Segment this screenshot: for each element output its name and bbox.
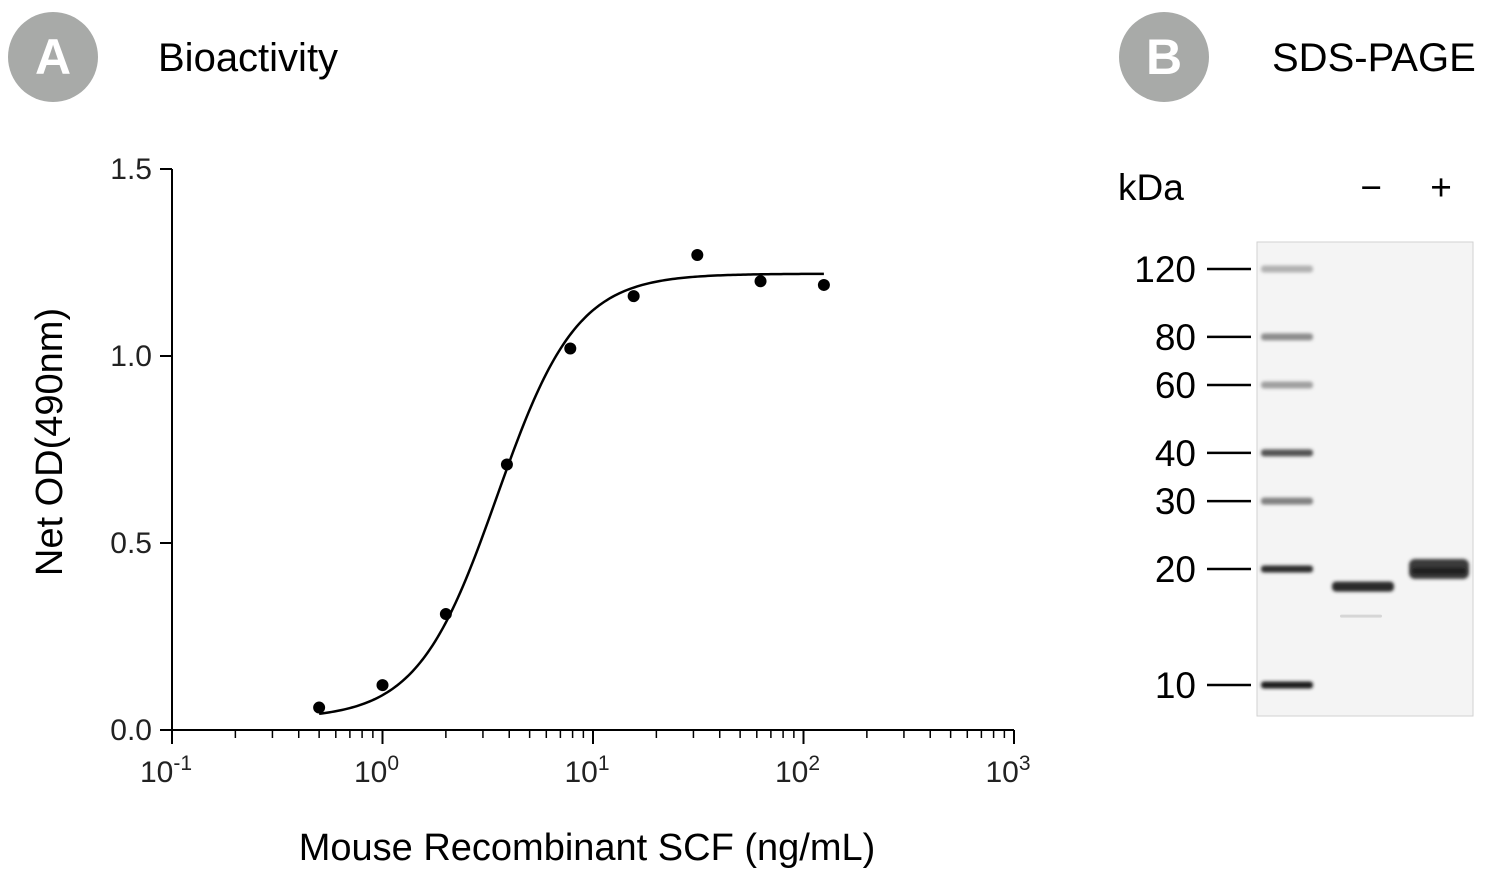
marker-label: 10: [1155, 665, 1196, 706]
data-point: [627, 290, 640, 303]
marker-band: [1261, 265, 1313, 273]
marker-label: 20: [1155, 549, 1196, 590]
x-tick-label: 103: [985, 752, 1030, 789]
y-tick-label: 1.5: [110, 153, 152, 186]
data-point: [564, 342, 577, 355]
marker-label: 80: [1155, 317, 1196, 358]
marker-band: [1261, 449, 1313, 457]
marker-band: [1261, 565, 1313, 573]
gel-background: [1256, 241, 1474, 717]
data-point: [754, 275, 767, 288]
data-point: [376, 679, 389, 692]
data-point: [439, 608, 452, 621]
lane-label: +: [1430, 167, 1452, 208]
kda-label: kDa: [1118, 167, 1184, 208]
marker-band: [1261, 681, 1313, 689]
sample-band-plus-core: [1412, 567, 1466, 574]
faint-band-minus: [1340, 614, 1382, 618]
x-tick-label: 10-1: [140, 752, 192, 789]
marker-label: 60: [1155, 365, 1196, 406]
x-tick-label: 101: [564, 752, 609, 789]
lane-label: −: [1360, 167, 1382, 208]
marker-label: 40: [1155, 433, 1196, 474]
bioactivity-chart: 0.0 0.5 1.0 1.5 10-1 100 101 102 103 Mouse Recomb…: [29, 153, 1031, 869]
data-point: [313, 701, 326, 714]
panel-b-title: SDS-PAGE: [1272, 36, 1476, 80]
x-tick-label: 100: [354, 752, 399, 789]
fit-curve: [318, 272, 824, 716]
y-tick-label: 0.0: [110, 714, 152, 747]
marker-label: 30: [1155, 481, 1196, 522]
marker-band: [1261, 381, 1313, 389]
panel-a-badge: A: [8, 12, 98, 102]
y-tick-label: 1.0: [110, 340, 152, 373]
x-tick-label: 102: [775, 752, 820, 789]
panel-a-title: Bioactivity: [158, 36, 339, 80]
sample-band-minus: [1332, 581, 1394, 592]
panel-b-badge: B: [1119, 12, 1209, 102]
data-point: [691, 249, 704, 262]
marker-label: 120: [1134, 249, 1196, 290]
x-axis-title: Mouse Recombinant SCF (ng/mL): [299, 827, 876, 869]
sds-page-gel: kDa − +120 80 60 40 30 20 10: [1118, 167, 1474, 717]
marker-band: [1261, 497, 1313, 505]
y-tick-label: 0.5: [110, 527, 152, 560]
data-point: [817, 278, 830, 291]
marker-band: [1261, 333, 1313, 341]
data-point: [500, 458, 513, 471]
y-axis-title: Net OD(490nm): [29, 308, 71, 576]
